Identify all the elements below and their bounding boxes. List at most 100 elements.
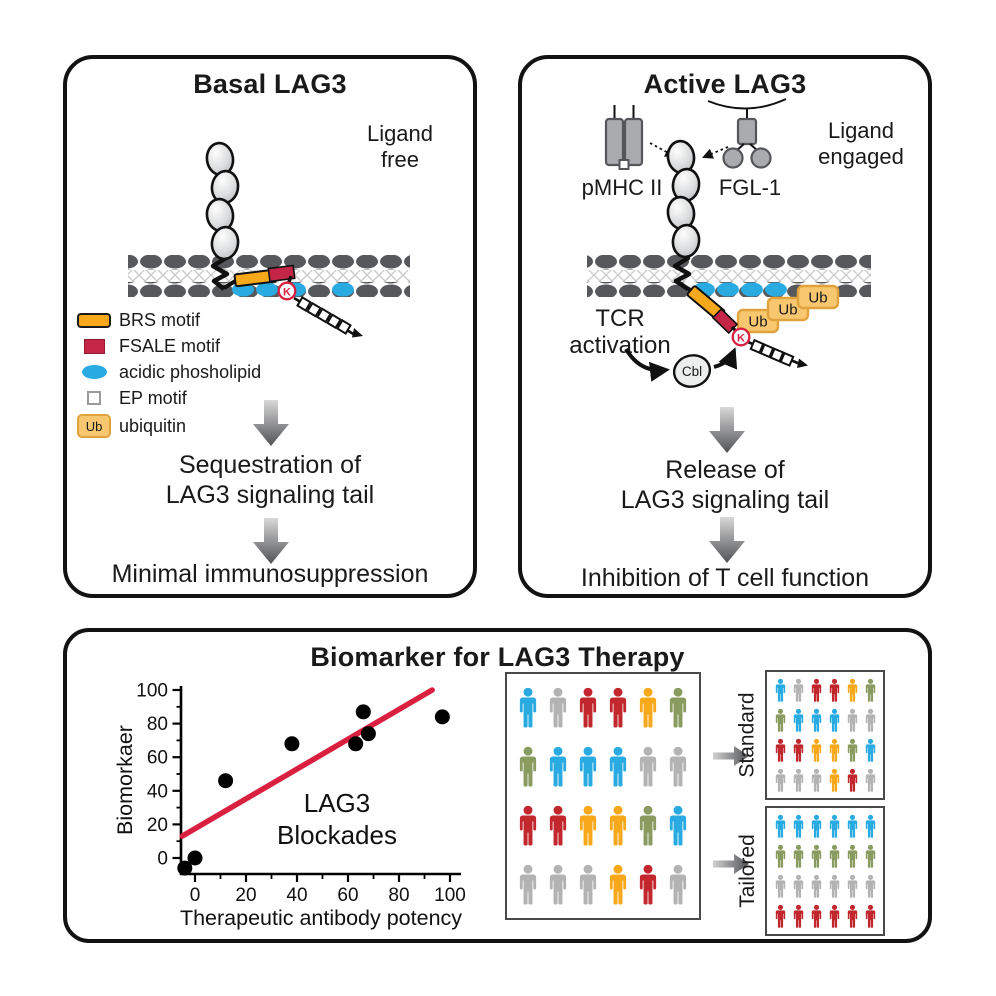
- person-row: [771, 843, 879, 870]
- cbl-to-k-arrow: [713, 347, 738, 370]
- plot-annotation-line2: Blockades: [277, 820, 397, 850]
- ep-motif-chain: [296, 296, 352, 335]
- person-icon-blue: [665, 800, 691, 852]
- person-icon-red: [845, 767, 860, 794]
- person-icon-olive: [635, 800, 661, 852]
- person-icon-blue: [575, 741, 601, 793]
- fsale-motif-shape: [267, 264, 296, 283]
- basal-signaling-tail: K: [222, 264, 363, 338]
- x-tick-label: 100: [434, 885, 466, 906]
- person-icon-gray: [791, 677, 806, 704]
- person-icon-gray: [809, 873, 824, 900]
- person-icon-orange: [827, 737, 842, 764]
- patient-population-grid: [505, 672, 701, 920]
- person-icon-olive: [845, 843, 860, 870]
- person-icon-orange: [827, 767, 842, 794]
- person-row: [513, 859, 693, 911]
- basal-step2-text: Minimal immunosuppression: [111, 560, 429, 588]
- ubiquitin-chain: Ub Ub Ub: [736, 284, 840, 334]
- person-icon-gray: [545, 682, 571, 734]
- person-icon-blue: [773, 813, 788, 840]
- ep-motif-swatch: [87, 391, 101, 405]
- legend-item-brs: BRS motif: [75, 309, 261, 331]
- person-icon-blue: [863, 737, 878, 764]
- person-icon-gray: [791, 767, 806, 794]
- panel-active-lag3: Active LAG3 Ligand engaged pMHC II FGL-1…: [518, 55, 932, 598]
- active-step1-text: Release of LAG3 signaling tail: [620, 456, 830, 514]
- ep-motif-chain: [749, 338, 795, 367]
- phospholipid-swatch: [81, 365, 107, 379]
- person-icon-blue: [863, 813, 878, 840]
- person-icon-blue: [605, 741, 631, 793]
- scatter-point: [218, 773, 234, 789]
- person-icon-blue: [773, 677, 788, 704]
- person-icon-gray: [827, 873, 842, 900]
- person-icon-red: [515, 800, 541, 852]
- person-icon-gray: [665, 859, 691, 911]
- person-icon-orange: [809, 737, 824, 764]
- legend-item-ep-motif: EP motif: [75, 387, 261, 409]
- person-icon-gray: [665, 741, 691, 793]
- right-arrow-icon: [713, 746, 749, 766]
- y-tick-label: 40: [147, 781, 168, 802]
- person-icon-orange: [605, 859, 631, 911]
- person-icon-blue: [809, 813, 824, 840]
- person-icon-red: [791, 903, 806, 930]
- person-icon-blue: [791, 707, 806, 734]
- ubiquitin-swatch: Ub: [77, 414, 111, 438]
- tail-tip: [797, 358, 808, 368]
- pmhc-label: pMHC II: [581, 175, 663, 200]
- legend-item-fsale: FSALE motif: [75, 335, 261, 357]
- person-icon-gray: [635, 741, 661, 793]
- person-icon-blue: [545, 741, 571, 793]
- tail-tip: [352, 328, 363, 338]
- standard-therapy-grid: [765, 670, 885, 800]
- panel-basal-lag3: Basal LAG3 Ligand free: [63, 55, 477, 598]
- y-axis-label: Biomorkaer: [115, 725, 137, 835]
- basal-title: Basal LAG3: [193, 69, 347, 99]
- svg-text:Ub: Ub: [778, 302, 797, 319]
- person-icon-olive: [773, 707, 788, 734]
- person-icon-orange: [605, 800, 631, 852]
- cbl-enzyme: Cbl: [672, 354, 712, 388]
- lag3-receptor: [666, 139, 701, 291]
- person-icon-red: [809, 903, 824, 930]
- tcr-activation-label: TCR activation: [569, 305, 671, 360]
- person-icon-red: [809, 677, 824, 704]
- active-step2-text: Inhibition of T cell function: [580, 564, 870, 592]
- active-title: Active LAG3: [643, 69, 807, 99]
- brs-swatch: [77, 312, 111, 328]
- svg-text:Ub: Ub: [748, 314, 767, 331]
- basal-diagram: K: [128, 141, 410, 338]
- scatter-point: [434, 709, 450, 725]
- active-diagram: Ub Ub Ub K: [587, 98, 871, 388]
- person-icon-olive: [827, 843, 842, 870]
- legend-item-ubiquitin: Ub ubiquitin: [75, 413, 261, 439]
- ligand-free-label: Ligand free: [366, 121, 434, 173]
- tailored-label: Tailored: [736, 834, 760, 908]
- scatter-point: [348, 736, 364, 752]
- person-icon-blue: [827, 813, 842, 840]
- person-icon-blue: [791, 813, 806, 840]
- x-tick-label: 40: [286, 885, 307, 906]
- scatter-point: [355, 704, 371, 720]
- right-arrow-icon: [713, 854, 749, 874]
- fgl1-binding-arrow: [702, 146, 729, 159]
- person-icon-gray: [545, 859, 571, 911]
- tcr-to-cbl-arrow: [624, 347, 670, 382]
- down-arrow-icon: [709, 517, 745, 563]
- scatter-point: [284, 736, 300, 752]
- person-icon-blue: [845, 813, 860, 840]
- fsale-swatch: [83, 338, 105, 354]
- legend: BRS motif FSALE motif acidic phosholipid…: [75, 309, 261, 443]
- standard-label: Standard: [736, 692, 760, 778]
- down-arrow-icon: [253, 518, 289, 564]
- person-row: [513, 800, 693, 852]
- person-icon-gray: [773, 873, 788, 900]
- svg-text:Ub: Ub: [808, 290, 827, 307]
- person-icon-red: [863, 903, 878, 930]
- svg-text:K: K: [737, 333, 745, 345]
- trend-line: [179, 687, 435, 839]
- y-tick-label: 60: [147, 748, 168, 769]
